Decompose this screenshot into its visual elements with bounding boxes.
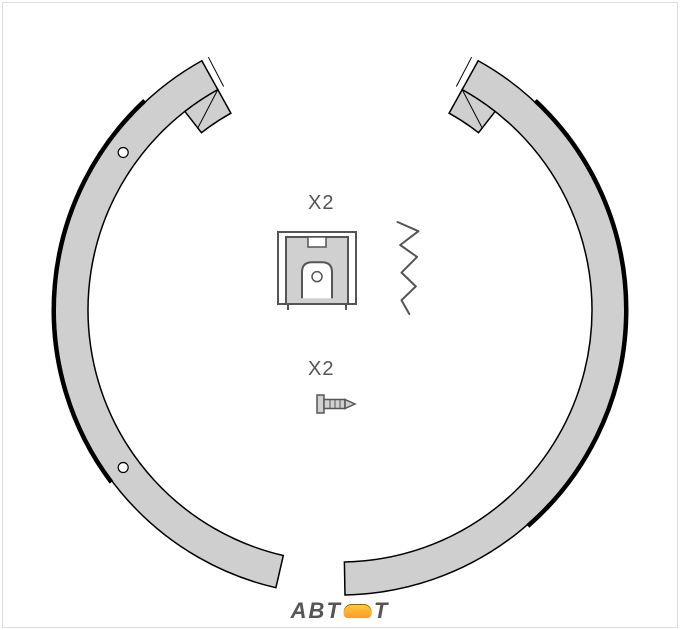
watermark-logo: ABT T (291, 598, 390, 624)
quantity-label-bottom: X2 (308, 358, 334, 381)
watermark-text-right: T (374, 598, 389, 623)
watermark-text-left: ABT (291, 598, 342, 623)
image-border (2, 2, 678, 628)
watermark-car-icon (344, 604, 372, 618)
quantity-label-top: X2 (308, 192, 334, 215)
